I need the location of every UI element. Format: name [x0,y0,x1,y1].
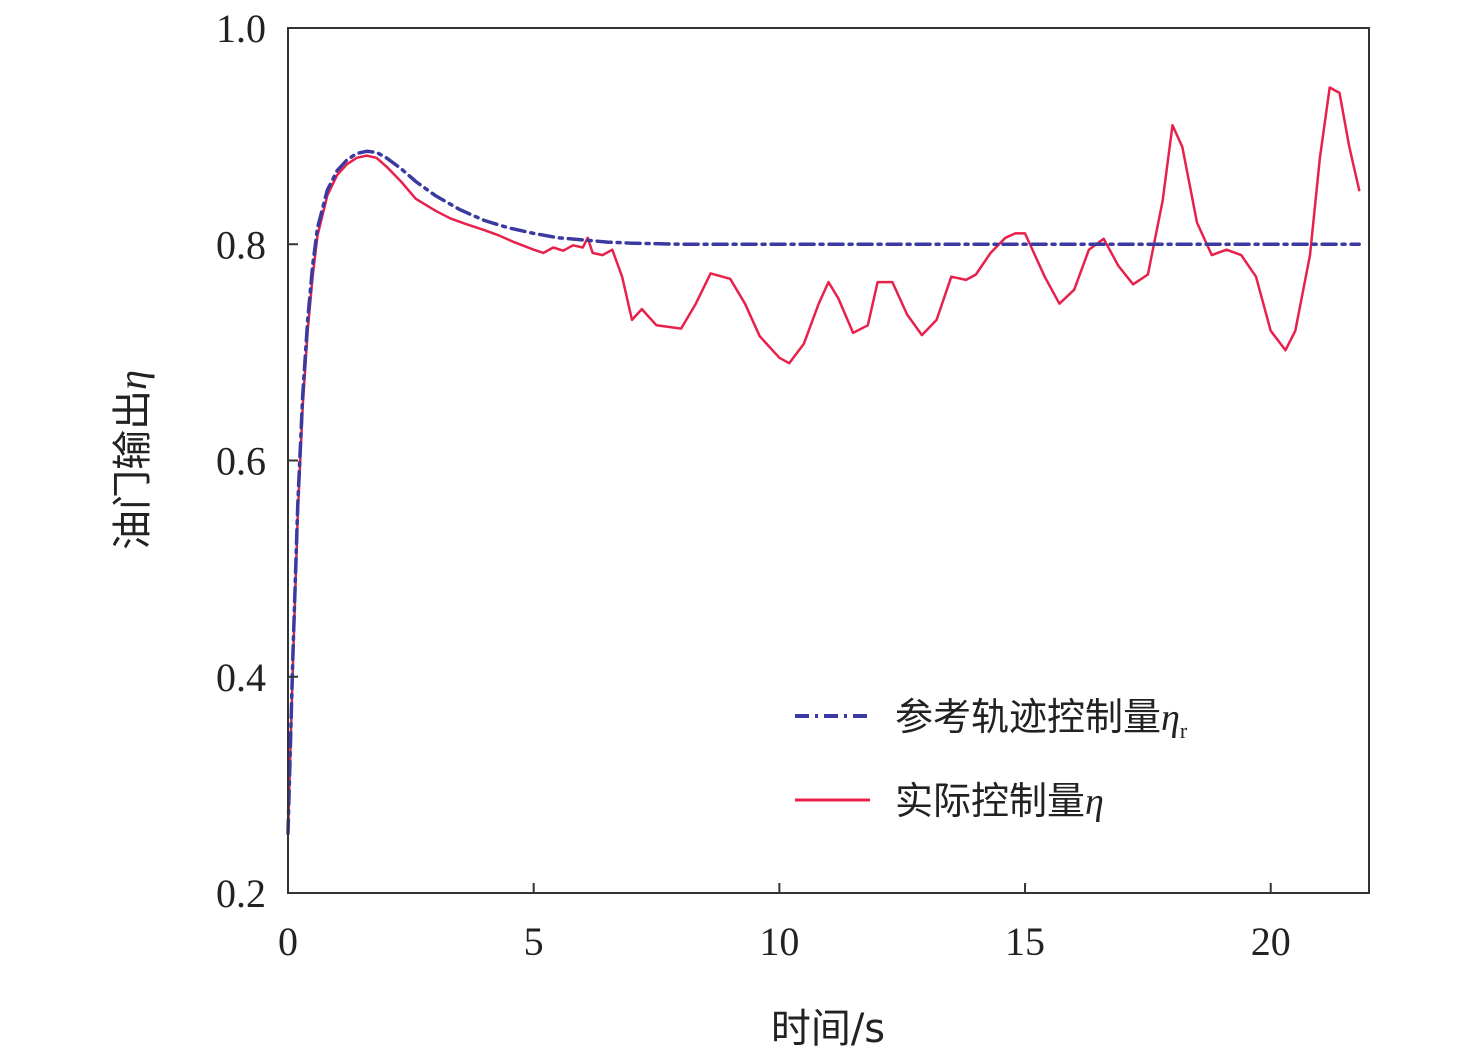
y-axis-title-symbol: η [110,370,155,390]
y-tick-label: 0.6 [216,439,266,484]
y-axis-title: 油门输出η [110,370,156,550]
legend-label-actual: 实际控制量η [895,779,1104,823]
legend-label-reference: 参考轨迹控制量ηr [895,695,1188,743]
x-tick-label: 15 [1005,919,1045,964]
x-axis-title: 时间/s [771,1006,885,1052]
y-axis-title-text: 油门输出 [110,390,156,550]
ticks: 0 5 10 15 20 0.2 0.4 0.6 0.8 1.0 [216,6,1291,964]
plot-area [286,86,1361,836]
series-line-actual [286,86,1361,835]
x-tick-label: 5 [524,919,544,964]
series-line-reference [286,149,1361,836]
svg-text:油门输出η: 油门输出η [110,370,156,550]
x-tick-label: 20 [1251,919,1291,964]
plot-frame [287,27,1370,894]
x-tick-label: 0 [278,919,298,964]
y-tick-label: 0.8 [216,222,266,267]
x-tick-label: 10 [759,919,799,964]
y-tick-label: 1.0 [216,6,266,51]
legend: 参考轨迹控制量ηr 实际控制量η [795,695,1188,823]
y-tick-label: 0.2 [216,871,266,916]
y-tick-label: 0.4 [216,655,266,700]
